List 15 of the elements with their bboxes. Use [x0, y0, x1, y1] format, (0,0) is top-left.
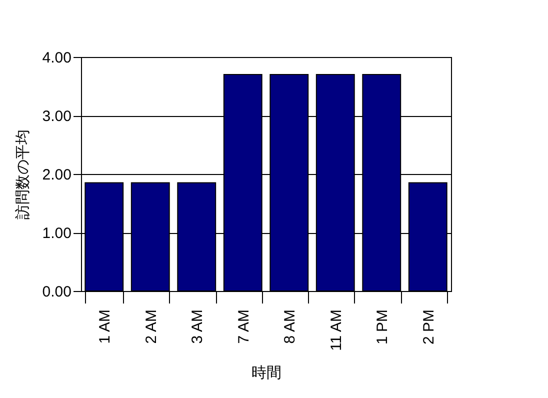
- x-tick-label: 7 AM: [235, 310, 252, 344]
- x-tick-label: 8 AM: [282, 310, 299, 344]
- y-tick-label: 1.00: [42, 225, 72, 242]
- x-tick-label: 3 AM: [189, 310, 206, 344]
- x-tick-label: 2 AM: [142, 310, 160, 344]
- y-tick-label: 3.00: [42, 108, 72, 125]
- x-tick-label: 1 PM: [374, 310, 392, 345]
- y-tick-label: 0.00: [42, 284, 72, 300]
- x-axis-title: 時間: [252, 364, 282, 382]
- x-tick-label: 11 AM: [328, 310, 345, 351]
- y-axis-title: 訪問数の平均: [14, 130, 32, 220]
- y-tick-label: 4.00: [42, 50, 72, 66]
- y-tick-label: 2.00: [42, 166, 72, 184]
- x-tick-label: 2 PM: [420, 310, 438, 345]
- x-tick-label: 1 AM: [96, 310, 114, 344]
